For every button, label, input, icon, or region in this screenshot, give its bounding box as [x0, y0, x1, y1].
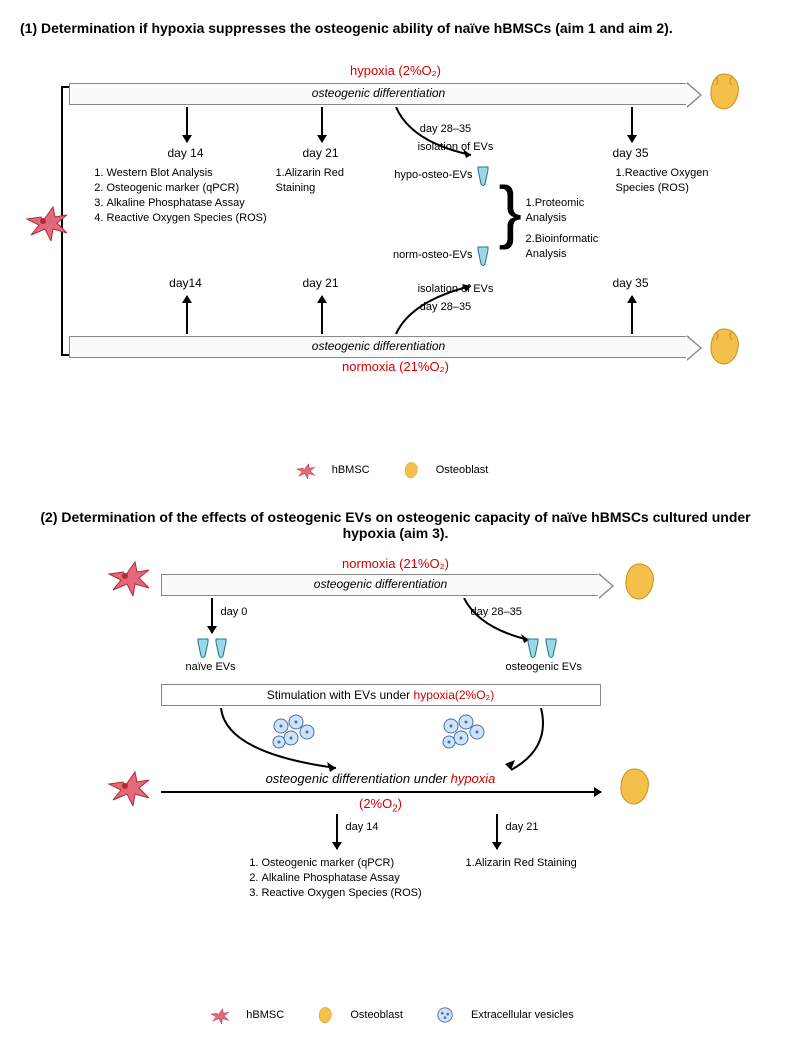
- d2835-label: day 28–35: [471, 606, 522, 618]
- legend-osteoblast: Osteoblast: [436, 464, 489, 476]
- legend-hbmsc: hBMSC: [246, 1009, 284, 1021]
- assays-ev: 1.Proteomic Analysis 2.Bioinformatic Ana…: [526, 196, 621, 261]
- panel2-lower-arrow: [161, 791, 601, 793]
- arrow-p2-d14: [336, 814, 338, 849]
- assay-item: Osteogenic marker (qPCR): [107, 181, 271, 196]
- d35b-label: day 35: [591, 276, 671, 290]
- panel1-bottom-diff-label: osteogenic differentiation: [70, 339, 688, 353]
- osteoblast-icon: [621, 561, 657, 606]
- naive-ev-label: naïve EVs: [186, 661, 236, 673]
- d21b-label: day 21: [281, 276, 361, 290]
- assays-d35: 1.Reactive Oxygen Species (ROS): [616, 166, 736, 196]
- panel1-legend: hBMSC Osteoblast: [20, 461, 771, 479]
- ev-cluster-icon: [441, 714, 491, 759]
- panel1-title: (1) Determination if hypoxia suppresses …: [20, 20, 771, 36]
- arrow-d35-top: [631, 107, 633, 142]
- assay-item: Western Blot Analysis: [107, 166, 271, 181]
- tube-osteo2: [544, 638, 558, 658]
- d28-35-label-bot: day 28–35: [401, 301, 491, 313]
- brace-icon: }: [499, 191, 522, 231]
- assays-d21: 1.Alizarin Red Staining: [276, 166, 371, 196]
- hypo-ev-label: hypo-osteo-EVs: [381, 169, 473, 181]
- hbmsc-icon: [19, 201, 67, 246]
- isolation-top: isolation of EVs: [401, 141, 511, 153]
- norm-ev-label: norm-osteo-EVs: [376, 249, 473, 261]
- p2-d14-label: day 14: [346, 821, 379, 833]
- isolation-bot: isolation of EVs: [401, 283, 511, 295]
- panel1-bottom-condition: normoxia (21%O₂): [21, 359, 771, 374]
- arrow-d35-bot: [631, 296, 633, 334]
- panel1-diagram: hypoxia (2%O₂) osteogenic differentiatio…: [21, 51, 771, 431]
- p2-d21-label: day 21: [506, 821, 539, 833]
- p2-assays-d21: 1.Alizarin Red Staining: [466, 856, 616, 871]
- assay-item: Alkaline Phosphatase Assay: [262, 871, 446, 886]
- d35-label: day 35: [591, 146, 671, 160]
- panel2-diagram: normoxia (21%O₂) osteogenic differentiat…: [21, 556, 771, 976]
- arrow-p2-d21: [496, 814, 498, 849]
- assay-item: Reactive Oxygen Species (ROS): [107, 211, 271, 226]
- legend-hbmsc: hBMSC: [332, 464, 370, 476]
- tube-osteo1: [526, 638, 540, 658]
- arrow-d14-bot: [186, 296, 188, 334]
- panel1-bottom-arrow: osteogenic differentiation: [69, 336, 689, 358]
- osteoblast-icon: [616, 766, 652, 811]
- assay-item: Reactive Oxygen Species (ROS): [262, 886, 446, 901]
- panel2-top-arrow: osteogenic differentiation: [161, 574, 601, 596]
- assay-item: Reactive Oxygen Species (ROS): [616, 167, 709, 194]
- panel2-legend: hBMSC Osteoblast Extracellular vesicles: [20, 1006, 771, 1024]
- stim-text: Stimulation with EVs under: [267, 688, 414, 702]
- arrow-day0: [211, 598, 213, 633]
- arrow-d14-top: [186, 107, 188, 142]
- d21-label: day 21: [281, 146, 361, 160]
- assay-item: Proteomic Analysis: [526, 197, 585, 224]
- lower-diff-text: osteogenic differentiation under: [266, 771, 451, 786]
- assay-item: Osteogenic marker (qPCR): [262, 856, 446, 871]
- assay-item: Alizarin Red Staining: [475, 857, 577, 869]
- osteo-ev-label: osteogenic EVs: [506, 661, 582, 673]
- d28-35-label-top: day 28–35: [401, 123, 491, 135]
- hbmsc-icon: [101, 766, 149, 811]
- assay-item: Bioinformatic Analysis: [526, 233, 599, 260]
- d14b-label: day14: [146, 276, 226, 290]
- day0-label: day 0: [221, 606, 248, 618]
- arrow-d21-top: [321, 107, 323, 142]
- tube-norm: [476, 246, 490, 266]
- panel2-title: (2) Determination of the effects of oste…: [20, 509, 771, 541]
- osteoblast-icon: [706, 326, 742, 371]
- tube-hypo: [476, 166, 490, 186]
- osteoblast-icon: [706, 71, 742, 116]
- d14-label: day 14: [146, 146, 226, 160]
- tube-naive2: [214, 638, 228, 658]
- panel1-top-arrow: osteogenic differentiation: [69, 83, 689, 105]
- panel1-top-diff-label: osteogenic differentiation: [70, 86, 688, 100]
- lower-diff-o2: (2%O2): [161, 796, 601, 815]
- assay-item: Alkaline Phosphatase Assay: [107, 196, 271, 211]
- stim-hyp: hypoxia(2%O₂): [414, 688, 495, 702]
- stim-bar: Stimulation with EVs under hypoxia(2%O₂): [161, 684, 601, 706]
- hbmsc-icon: [101, 556, 149, 601]
- panel1-top-condition: hypoxia (2%O₂): [21, 63, 771, 78]
- assay-item: Alizarin Red Staining: [276, 167, 345, 194]
- arrow-d21-bot: [321, 296, 323, 334]
- lower-diff-hyp: hypoxia: [451, 771, 496, 786]
- p2-assays-d14: Osteogenic marker (qPCR) Alkaline Phosph…: [246, 856, 446, 901]
- assays-d14: Western Blot Analysis Osteogenic marker …: [91, 166, 271, 225]
- arrow-ev-top: [391, 107, 491, 167]
- legend-osteoblast: Osteoblast: [350, 1009, 403, 1021]
- tube-naive1: [196, 638, 210, 658]
- panel2-top-diff-label: osteogenic differentiation: [162, 577, 600, 591]
- legend-ev: Extracellular vesicles: [471, 1009, 574, 1021]
